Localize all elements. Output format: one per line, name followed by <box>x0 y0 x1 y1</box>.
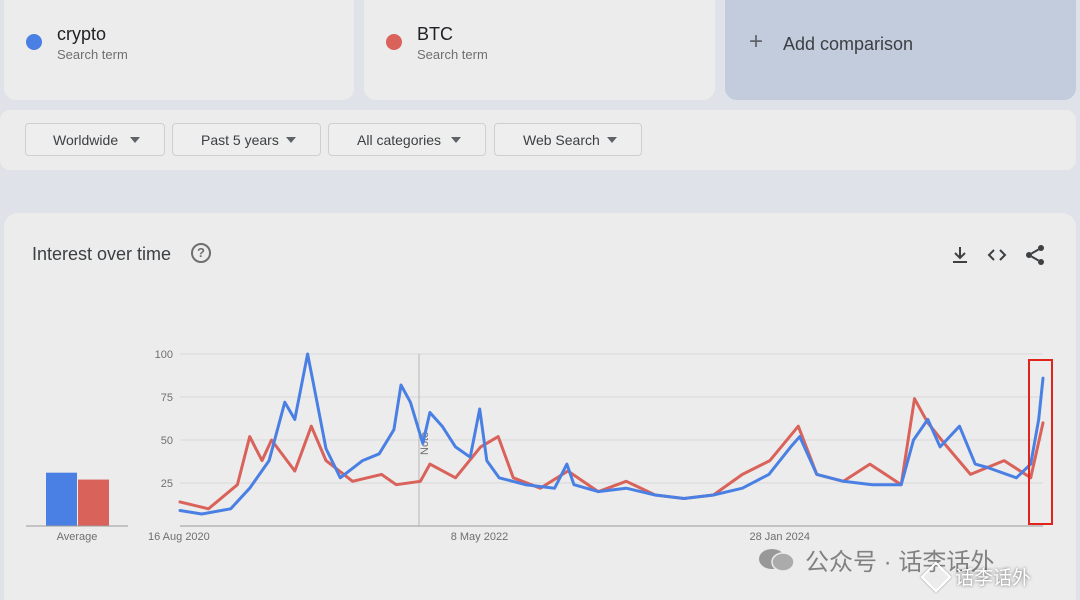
time-range-filter[interactable]: Past 5 years <box>172 123 321 156</box>
y-tick-label: 100 <box>155 349 173 361</box>
term-card-crypto[interactable]: crypto Search term <box>4 0 354 100</box>
average-bars: Average <box>26 472 128 543</box>
add-comparison-label: Add comparison <box>783 34 914 54</box>
y-tick-label: 50 <box>161 435 173 447</box>
average-bar-BTC <box>78 479 109 526</box>
highlight-box <box>1028 359 1053 525</box>
watermark-text: 公众号 · 话李话外 <box>805 549 995 576</box>
filter-bar: Worldwide Past 5 years All categories We… <box>0 110 1076 170</box>
help-icon[interactable]: ? <box>191 243 211 263</box>
caret-down-icon <box>451 137 461 143</box>
panel-title: Interest over time <box>32 244 172 264</box>
watermark-secondary: 话李话外 <box>920 560 1032 593</box>
y-tick-label: 75 <box>161 392 173 404</box>
x-tick-label: 16 Aug 2020 <box>148 531 210 543</box>
watermark: 公众号 · 话李话外 <box>757 542 994 577</box>
download-icon[interactable] <box>948 243 972 267</box>
x-tick-label: 28 Jan 2024 <box>749 531 810 543</box>
x-tick-label: 8 May 2022 <box>451 531 508 543</box>
x-axis-ticks: 16 Aug 2020 8 May 2022 28 Jan 2024 <box>148 531 810 543</box>
add-comparison-button[interactable]: + Add comparison <box>725 0 1076 100</box>
diamond-logo-icon <box>920 560 952 593</box>
watermark-text: 话李话外 <box>955 568 1032 589</box>
average-bar-crypto <box>46 472 77 526</box>
plus-icon: + <box>749 28 764 55</box>
term-card-btc[interactable]: BTC Search term <box>364 0 715 100</box>
term-name: BTC <box>417 24 453 44</box>
region-filter[interactable]: Worldwide <box>25 123 165 156</box>
caret-down-icon <box>130 137 140 143</box>
caret-down-icon <box>286 137 296 143</box>
average-label: Average <box>57 531 98 543</box>
category-filter[interactable]: All categories <box>328 123 486 156</box>
series-line-crypto <box>178 352 1045 516</box>
filter-label: Past 5 years <box>201 131 279 148</box>
term-color-dot <box>26 34 42 50</box>
embed-icon[interactable] <box>985 243 1009 267</box>
term-name: crypto <box>57 24 107 44</box>
term-color-dot <box>386 34 402 50</box>
y-axis-ticks: 100 75 50 25 <box>155 349 173 490</box>
y-tick-label: 25 <box>161 478 173 490</box>
share-icon[interactable] <box>1023 243 1047 267</box>
wechat-icon <box>757 547 797 573</box>
term-type: Search term <box>417 47 488 62</box>
series-lines <box>178 352 1045 516</box>
series-line-BTC <box>178 397 1045 511</box>
filter-label: All categories <box>357 131 442 148</box>
search-type-filter[interactable]: Web Search <box>494 123 642 156</box>
filter-label: Worldwide <box>53 131 119 148</box>
caret-down-icon <box>607 137 617 143</box>
term-type: Search term <box>57 47 128 62</box>
interest-over-time-panel: Interest over time ? <box>4 213 1076 600</box>
filter-label: Web Search <box>523 131 600 148</box>
